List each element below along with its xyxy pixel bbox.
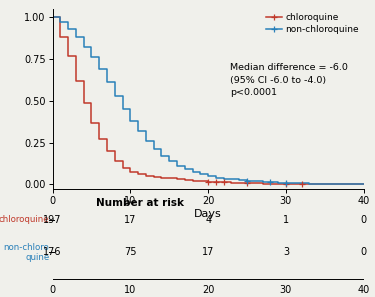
Text: 0: 0 bbox=[50, 285, 55, 295]
Text: 17: 17 bbox=[202, 247, 214, 257]
Text: Number at risk: Number at risk bbox=[96, 198, 184, 208]
Text: 1: 1 bbox=[283, 215, 289, 225]
Legend: chloroquine, non-chloroquine: chloroquine, non-chloroquine bbox=[266, 13, 359, 34]
Text: 75: 75 bbox=[124, 247, 136, 257]
Text: 40: 40 bbox=[358, 285, 370, 295]
Text: 176: 176 bbox=[43, 247, 62, 257]
Text: 4: 4 bbox=[205, 215, 211, 225]
Text: 0: 0 bbox=[361, 247, 367, 257]
Text: 10: 10 bbox=[124, 285, 136, 295]
Text: 17: 17 bbox=[124, 215, 136, 225]
Text: 197: 197 bbox=[43, 215, 62, 225]
Text: 30: 30 bbox=[280, 285, 292, 295]
Text: chloroquine: chloroquine bbox=[0, 215, 50, 225]
Text: 0: 0 bbox=[361, 215, 367, 225]
Text: non-chloro
quine: non-chloro quine bbox=[4, 243, 50, 262]
Text: 20: 20 bbox=[202, 285, 214, 295]
Text: 3: 3 bbox=[283, 247, 289, 257]
X-axis label: Days: Days bbox=[194, 209, 222, 219]
Text: Median difference = -6.0
(95% CI -6.0 to -4.0)
p<0.0001: Median difference = -6.0 (95% CI -6.0 to… bbox=[230, 63, 348, 97]
